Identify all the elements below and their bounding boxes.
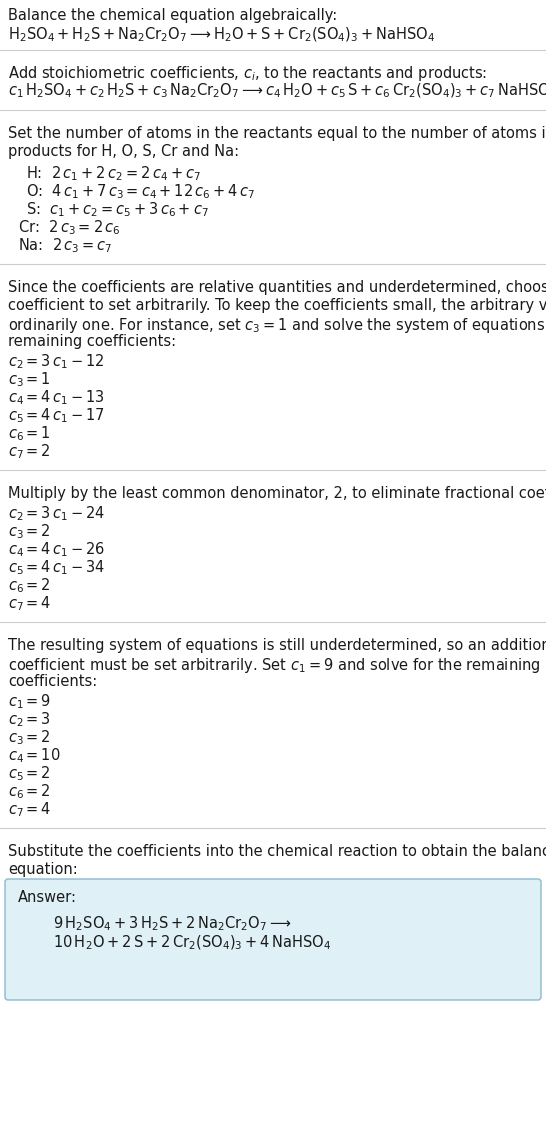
Text: Cr:  $2\,c_3 = 2\,c_6$: Cr: $2\,c_3 = 2\,c_6$ — [18, 218, 121, 237]
Text: Add stoichiometric coefficients, $c_i$, to the reactants and products:: Add stoichiometric coefficients, $c_i$, … — [8, 64, 487, 83]
Text: ordinarily one. For instance, set $c_3 = 1$ and solve the system of equations fo: ordinarily one. For instance, set $c_3 =… — [8, 316, 546, 335]
Text: $c_7 = 4$: $c_7 = 4$ — [8, 594, 51, 613]
Text: coefficient to set arbitrarily. To keep the coefficients small, the arbitrary va: coefficient to set arbitrarily. To keep … — [8, 298, 546, 313]
Text: coefficients:: coefficients: — [8, 674, 97, 689]
Text: $c_2 = 3\,c_1 - 24$: $c_2 = 3\,c_1 - 24$ — [8, 504, 105, 523]
Text: $c_6 = 2$: $c_6 = 2$ — [8, 576, 51, 595]
Text: Substitute the coefficients into the chemical reaction to obtain the balanced: Substitute the coefficients into the che… — [8, 844, 546, 859]
Text: The resulting system of equations is still underdetermined, so an additional: The resulting system of equations is sti… — [8, 638, 546, 653]
Text: $c_4 = 4\,c_1 - 13$: $c_4 = 4\,c_1 - 13$ — [8, 388, 105, 407]
Text: $c_3 = 1$: $c_3 = 1$ — [8, 370, 51, 389]
Text: remaining coefficients:: remaining coefficients: — [8, 334, 176, 349]
Text: Since the coefficients are relative quantities and underdetermined, choose a: Since the coefficients are relative quan… — [8, 279, 546, 295]
Text: $9\,\mathrm{H_2SO_4} + 3\,\mathrm{H_2S} + 2\,\mathrm{Na_2Cr_2O_7} \longrightarro: $9\,\mathrm{H_2SO_4} + 3\,\mathrm{H_2S} … — [53, 914, 292, 933]
Text: $c_5 = 2$: $c_5 = 2$ — [8, 764, 51, 782]
Text: S:  $c_1 + c_2 = c_5 + 3\,c_6 + c_7$: S: $c_1 + c_2 = c_5 + 3\,c_6 + c_7$ — [26, 199, 209, 219]
Text: Na:  $2\,c_3 = c_7$: Na: $2\,c_3 = c_7$ — [18, 236, 112, 255]
Text: $c_1\,\mathrm{H_2SO_4} + c_2\,\mathrm{H_2S} + c_3\,\mathrm{Na_2Cr_2O_7} \longrig: $c_1\,\mathrm{H_2SO_4} + c_2\,\mathrm{H_… — [8, 82, 546, 100]
Text: $c_4 = 4\,c_1 - 26$: $c_4 = 4\,c_1 - 26$ — [8, 540, 105, 559]
Text: coefficient must be set arbitrarily. Set $c_1 = 9$ and solve for the remaining: coefficient must be set arbitrarily. Set… — [8, 656, 541, 675]
Text: products for H, O, S, Cr and Na:: products for H, O, S, Cr and Na: — [8, 144, 239, 159]
Text: $c_4 = 10$: $c_4 = 10$ — [8, 746, 61, 765]
Text: equation:: equation: — [8, 862, 78, 877]
Text: $c_3 = 2$: $c_3 = 2$ — [8, 728, 51, 747]
Text: Set the number of atoms in the reactants equal to the number of atoms in the: Set the number of atoms in the reactants… — [8, 126, 546, 141]
Text: $10\,\mathrm{H_2O} + 2\,\mathrm{S} + 2\,\mathrm{Cr_2(SO_4)_3} + 4\,\mathrm{NaHSO: $10\,\mathrm{H_2O} + 2\,\mathrm{S} + 2\,… — [53, 934, 331, 952]
Text: H:  $2\,c_1 + 2\,c_2 = 2\,c_4 + c_7$: H: $2\,c_1 + 2\,c_2 = 2\,c_4 + c_7$ — [26, 165, 201, 183]
Text: $c_5 = 4\,c_1 - 34$: $c_5 = 4\,c_1 - 34$ — [8, 558, 105, 577]
Text: $c_5 = 4\,c_1 - 17$: $c_5 = 4\,c_1 - 17$ — [8, 406, 105, 425]
Text: $c_7 = 2$: $c_7 = 2$ — [8, 442, 51, 461]
Text: Answer:: Answer: — [18, 890, 77, 905]
Text: $c_2 = 3\,c_1 - 12$: $c_2 = 3\,c_1 - 12$ — [8, 352, 105, 371]
Text: $c_6 = 2$: $c_6 = 2$ — [8, 782, 51, 800]
Text: $c_7 = 4$: $c_7 = 4$ — [8, 800, 51, 818]
Text: $c_6 = 1$: $c_6 = 1$ — [8, 424, 51, 443]
Text: O:  $4\,c_1 + 7\,c_3 = c_4 + 12\,c_6 + 4\,c_7$: O: $4\,c_1 + 7\,c_3 = c_4 + 12\,c_6 + 4\… — [26, 181, 255, 201]
Text: Balance the chemical equation algebraically:: Balance the chemical equation algebraica… — [8, 8, 337, 23]
Text: $\mathrm{H_2SO_4 + H_2S + Na_2Cr_2O_7 \longrightarrow H_2O + S + Cr_2(SO_4)_3 + : $\mathrm{H_2SO_4 + H_2S + Na_2Cr_2O_7 \l… — [8, 26, 435, 44]
Text: $c_2 = 3$: $c_2 = 3$ — [8, 710, 51, 729]
FancyBboxPatch shape — [5, 879, 541, 1000]
Text: Multiply by the least common denominator, 2, to eliminate fractional coefficient: Multiply by the least common denominator… — [8, 486, 546, 502]
Text: $c_3 = 2$: $c_3 = 2$ — [8, 522, 51, 541]
Text: $c_1 = 9$: $c_1 = 9$ — [8, 692, 51, 711]
